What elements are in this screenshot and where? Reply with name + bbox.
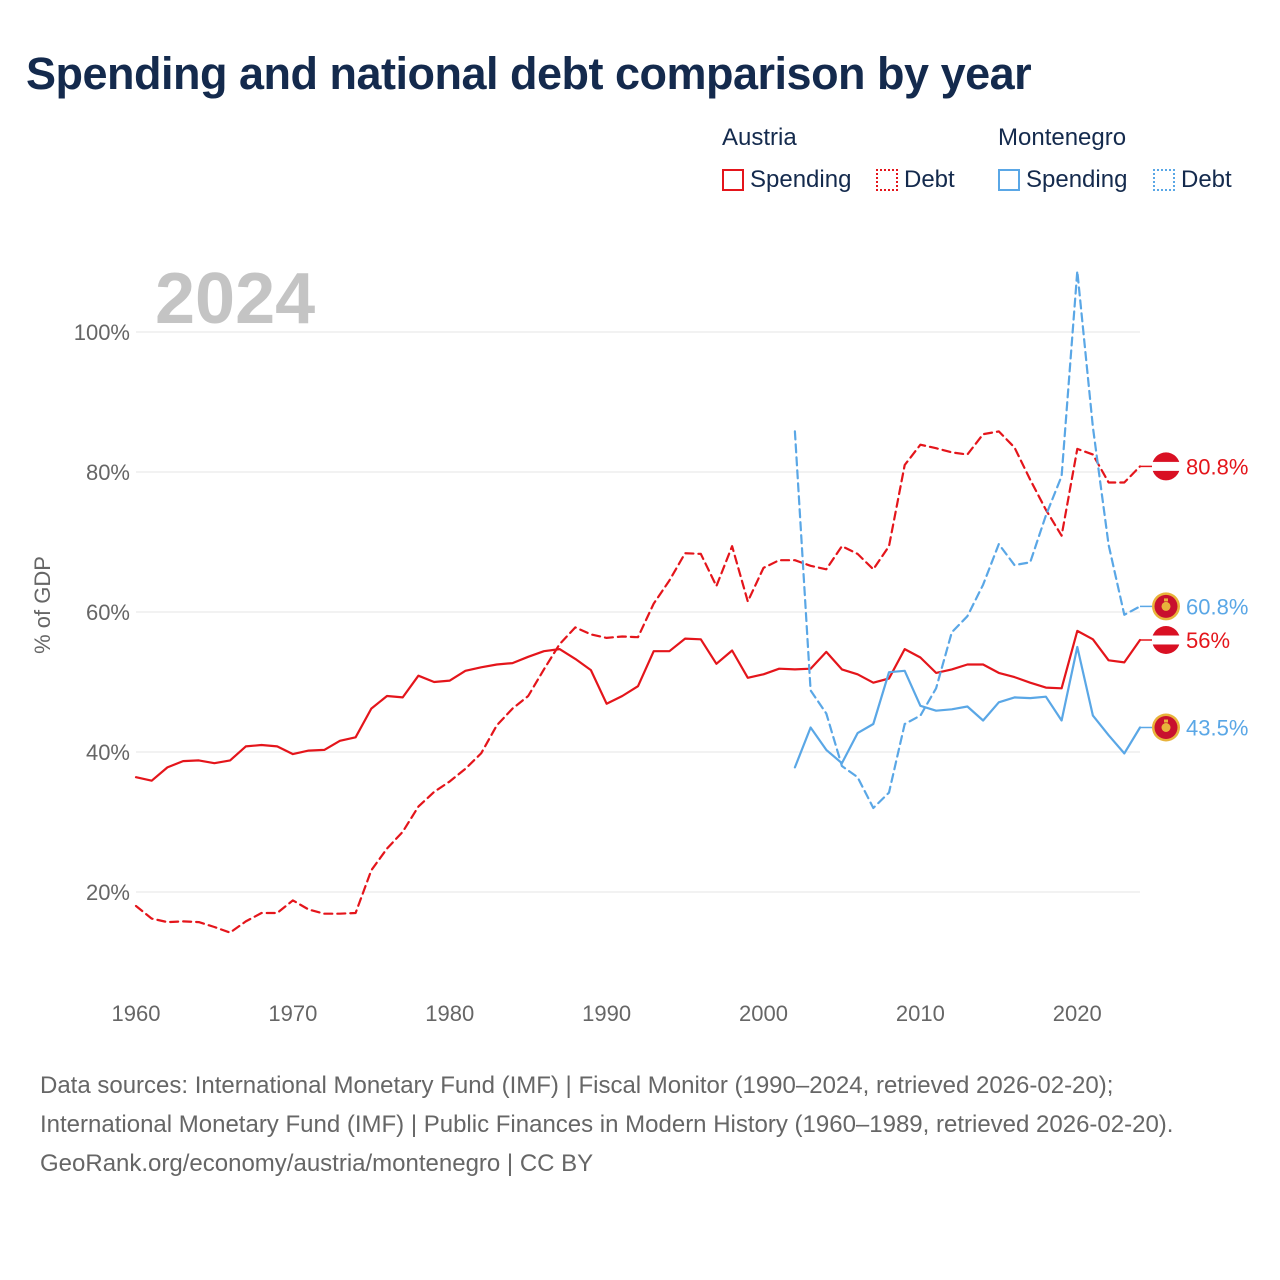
line-chart: 2024 20% 40% 60% 80% 100% 1960 1970 1980 1990 200…: [30, 259, 1248, 1026]
legend-label: Spending: [750, 166, 852, 193]
end-value-label: 56%: [1186, 628, 1230, 653]
legend-montenegro-spending[interactable]: Spending: [998, 165, 1127, 195]
chart-title: Spending and national debt comparison by…: [26, 48, 1032, 99]
y-tick-label: 100%: [74, 320, 130, 345]
y-axis-label: % of GDP: [30, 556, 55, 654]
austria-flag-icon: [1152, 626, 1180, 654]
series-line-austria-spending[interactable]: [134, 629, 1142, 782]
legend-label: Spending: [1026, 166, 1128, 193]
end-value-label: 80.8%: [1186, 454, 1248, 479]
series-line-austria-debt[interactable]: [134, 430, 1142, 934]
year-watermark: 2024: [155, 259, 315, 339]
y-tick-label: 40%: [86, 740, 130, 765]
x-tick-label: 1980: [425, 1001, 474, 1026]
end-value-label: 60.8%: [1186, 594, 1248, 619]
legend-austria-spending[interactable]: Spending: [722, 165, 851, 195]
legend-group-austria: Austria: [722, 124, 797, 151]
legend-swatch-solid-icon: [722, 169, 744, 191]
series-line-montenegro-debt[interactable]: [793, 270, 1142, 810]
legend-label: Debt: [904, 166, 955, 193]
legend-label: Debt: [1181, 166, 1232, 193]
legend-swatch-solid-icon: [998, 169, 1020, 191]
source-credit[interactable]: GeoRank.org/economy/austria/montenegro |…: [40, 1150, 594, 1177]
legend-montenegro-debt[interactable]: Debt: [1153, 165, 1232, 195]
x-tick-label: 1960: [112, 1001, 161, 1026]
series-line-montenegro-spending[interactable]: [793, 645, 1142, 769]
legend-austria-debt[interactable]: Debt: [876, 165, 955, 195]
x-tick-label: 1990: [582, 1001, 631, 1026]
x-tick-label: 2000: [739, 1001, 788, 1026]
y-tick-label: 60%: [86, 600, 130, 625]
legend-group-montenegro: Montenegro: [998, 124, 1127, 151]
x-tick-label: 1970: [268, 1001, 317, 1026]
end-value-label: 43.5%: [1186, 716, 1248, 741]
montenegro-flag-icon: [1152, 713, 1180, 742]
montenegro-flag-icon: [1152, 592, 1180, 621]
legend-swatch-dotted-icon: [876, 169, 898, 191]
x-tick-label: 2020: [1053, 1001, 1102, 1026]
y-tick-label: 20%: [86, 880, 130, 905]
footer: Data sources: International Monetary Fun…: [40, 1066, 1240, 1183]
austria-flag-icon: [1152, 452, 1180, 481]
y-tick-label: 80%: [86, 460, 130, 485]
x-tick-label: 2010: [896, 1001, 945, 1026]
data-sources: Data sources: International Monetary Fun…: [40, 1072, 1174, 1138]
legend-swatch-dotted-icon: [1153, 169, 1175, 191]
